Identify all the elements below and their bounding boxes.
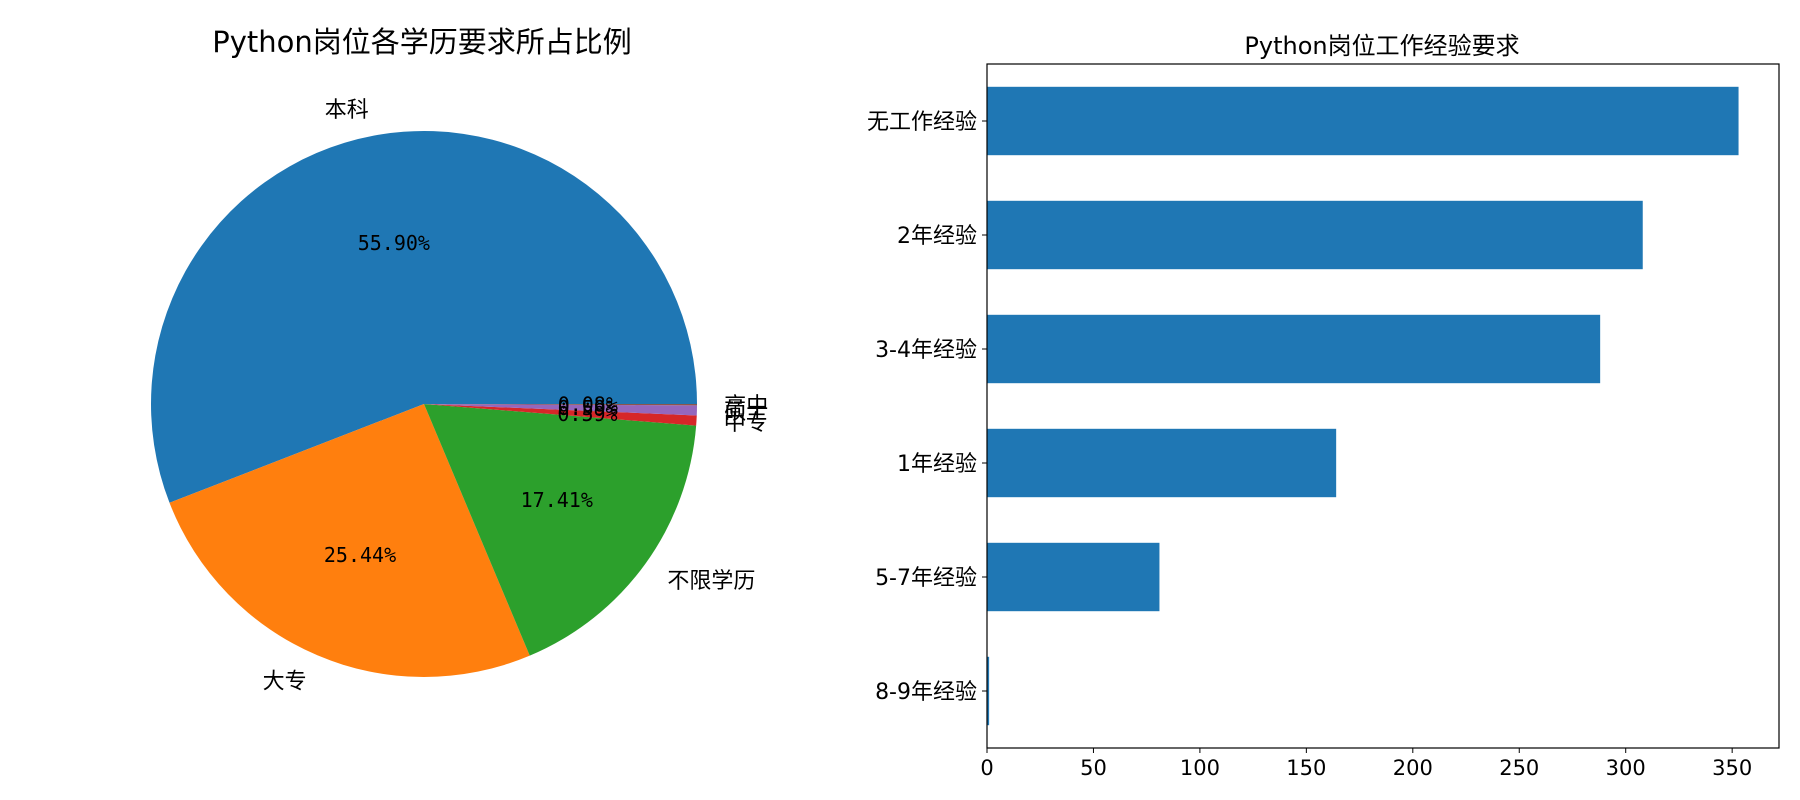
x-tick-label: 250 (1499, 756, 1539, 780)
pie-slice (424, 404, 697, 406)
x-tick-label: 300 (1606, 756, 1646, 780)
y-tick-label: 2年经验 (897, 224, 977, 249)
pie-slice (424, 404, 697, 416)
pie-slice-label: 本科 (325, 98, 369, 123)
bar (987, 200, 1643, 270)
x-tick-label: 0 (980, 756, 993, 780)
bar (987, 86, 1739, 156)
pie-slice-percent: 25.44% (324, 543, 396, 567)
pie-labels: 本科 55.90% 大专 25.44% 不限学历 17.41% 中专 0.59% 硕士 0.59%… (263, 98, 769, 695)
pie-slice (169, 404, 530, 677)
pie-slice-label: 硕士 (724, 400, 768, 425)
y-tick-label: 3-4年经验 (875, 338, 977, 363)
bar-bars (987, 86, 1739, 726)
bar-x-axis: 0 50 100 150 200 250 300 350 (980, 748, 1752, 780)
pie-slice-percent: 0.59% (557, 402, 617, 426)
x-tick-label: 150 (1286, 756, 1326, 780)
y-tick-label: 8-9年经验 (875, 680, 977, 705)
x-tick-label: 50 (1080, 756, 1107, 780)
bar-title: Python岗位工作经验要求 (1244, 32, 1519, 60)
pie-slice-percent: 0.59% (558, 396, 618, 420)
pie-slice-percent: 17.41% (521, 488, 593, 512)
pie-slice-label: 不限学历 (667, 569, 755, 594)
bar (987, 428, 1337, 498)
pie-slice (424, 404, 697, 426)
pie-chart: Python岗位各学历要求所占比例 本科 55.90% 大专 25.44% 不限学历 17… (151, 25, 768, 694)
bar (987, 314, 1601, 384)
pie-slice-label: 高中 (724, 394, 768, 419)
bar (987, 542, 1160, 612)
pie-slice-percent: 55.90% (358, 231, 430, 255)
x-tick-label: 200 (1393, 756, 1433, 780)
pie-slice (151, 130, 697, 503)
y-tick-label: 1年经验 (897, 452, 977, 477)
bar-y-axis: 无工作经验 2年经验 3-4年经验 1年经验 5-7年经验 8-9年经验 (867, 110, 987, 705)
pie-slice-label: 大专 (263, 669, 307, 694)
pie-slice-label: 中专 (724, 411, 768, 436)
pie-slice (424, 404, 697, 656)
y-tick-label: 无工作经验 (867, 110, 977, 135)
pie-title: Python岗位各学历要求所占比例 (212, 25, 632, 59)
x-tick-label: 350 (1712, 756, 1752, 780)
x-tick-label: 100 (1180, 756, 1220, 780)
pie-slice-percent: 0.08% (558, 392, 618, 416)
bar-chart: Python岗位工作经验要求 无工作经验 2年经验 3-4年经验 1年经验 5-7年经验… (867, 32, 1780, 780)
bar-axes-frame (986, 63, 1780, 749)
bar (987, 656, 990, 726)
pie-slices (151, 130, 697, 677)
y-tick-label: 5-7年经验 (875, 566, 977, 591)
